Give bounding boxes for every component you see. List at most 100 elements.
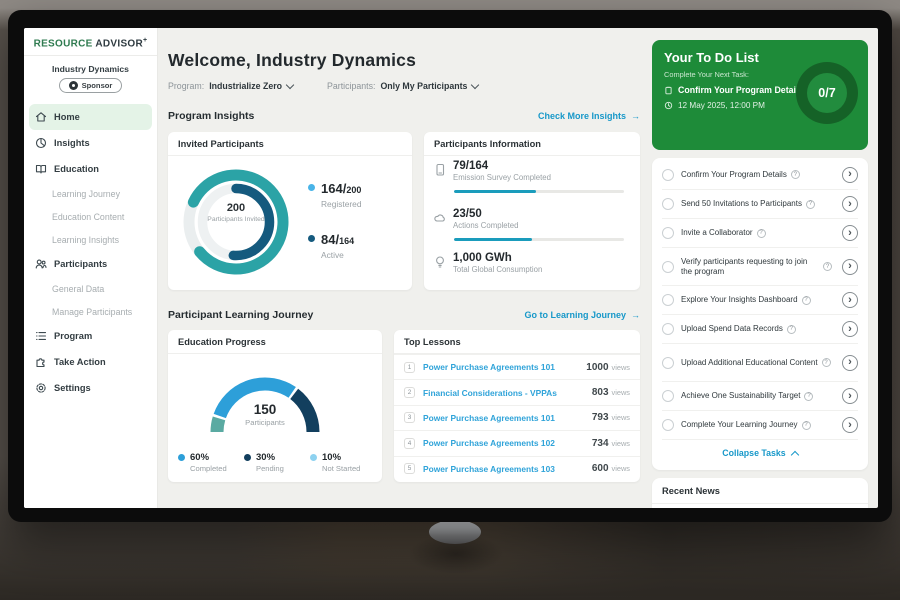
sidebar-item-manage-participants[interactable]: Manage Participants <box>29 300 152 323</box>
check-more-insights-link[interactable]: Check More Insights → <box>538 111 640 121</box>
lesson-row: 4 Power Purchase Agreements 102 734 views <box>394 430 640 455</box>
checkbox-icon[interactable] <box>662 323 674 335</box>
checkbox-icon[interactable] <box>662 227 674 239</box>
chevron-right-icon[interactable]: › <box>842 417 858 433</box>
chevron-right-icon[interactable]: › <box>842 354 858 371</box>
program-filter-label: Program: <box>168 81 205 91</box>
chevron-right-icon[interactable]: › <box>842 321 858 337</box>
sidebar-item-label: Education Content <box>52 211 125 222</box>
todo-list-card: Confirm Your Program Details ? › Send 50… <box>652 158 868 470</box>
legend-item-not-started: 10% Not Started <box>310 452 376 473</box>
lesson-row: 3 Power Purchase Agreements 101 793 views <box>394 404 640 430</box>
go-to-learning-journey-link[interactable]: Go to Learning Journey → <box>524 310 640 320</box>
home-icon <box>35 111 47 123</box>
sponsor-badge: Sponsor <box>58 78 123 93</box>
card-title: Invited Participants <box>168 132 412 156</box>
todo-due-date: 12 May 2025, 12:00 PM <box>678 101 765 110</box>
monitor-stand <box>429 520 481 544</box>
clipboard-icon <box>665 86 672 94</box>
sidebar-item-insights[interactable]: Insights <box>29 130 152 156</box>
todo-item[interactable]: Explore Your Insights Dashboard ? › <box>662 285 858 314</box>
recent-news-heading: Recent News <box>662 486 720 496</box>
chevron-right-icon[interactable]: › <box>842 225 858 241</box>
lesson-views-suffix: views <box>611 438 630 448</box>
pie-chart-icon <box>35 137 47 149</box>
app-logo: RESOURCE ADVISOR+ <box>24 37 157 49</box>
help-icon[interactable]: ? <box>823 262 832 271</box>
program-filter-dropdown[interactable]: Program: Industrialize Zero <box>168 80 295 91</box>
chevron-up-icon <box>790 450 799 459</box>
puzzle-icon <box>35 356 47 368</box>
checkbox-icon[interactable] <box>662 294 674 306</box>
lesson-views-suffix: views <box>611 413 630 423</box>
stat-value: 79/164 <box>453 160 489 172</box>
todo-item[interactable]: Complete Your Learning Journey ? › <box>662 410 858 439</box>
todo-item[interactable]: Achieve One Sustainability Target ? › <box>662 381 858 410</box>
help-icon[interactable]: ? <box>756 228 766 238</box>
card-title: Participants Information <box>424 132 640 156</box>
help-icon[interactable]: ? <box>821 358 831 367</box>
todo-item[interactable]: Send 50 Invitations to Participants ? › <box>662 189 858 218</box>
page-title: Welcome, Industry Dynamics <box>168 50 417 70</box>
chevron-right-icon[interactable]: › <box>842 166 858 183</box>
invited-participants-card: Invited Participants 200 Participants In… <box>168 132 412 290</box>
lesson-title-link[interactable]: Power Purchase Agreements 101 <box>423 412 555 423</box>
help-icon[interactable]: ? <box>786 324 796 334</box>
sidebar-item-program[interactable]: Program <box>29 323 152 349</box>
sidebar-item-education-content[interactable]: Education Content <box>29 205 152 228</box>
participants-filter-dropdown[interactable]: Participants: Only My Participants <box>327 80 480 91</box>
sidebar-item-general-data[interactable]: General Data <box>29 277 152 300</box>
stat-actions-completed: 23/50 Actions Completed <box>434 208 518 230</box>
help-icon[interactable]: ? <box>805 199 815 209</box>
sidebar-item-learning-journey[interactable]: Learning Journey <box>29 182 152 205</box>
sidebar-item-label: Manage Participants <box>52 306 133 317</box>
help-icon[interactable]: ? <box>790 170 800 179</box>
divider <box>652 503 868 504</box>
sidebar-item-label: Learning Insights <box>52 234 119 245</box>
lesson-title-link[interactable]: Power Purchase Agreements 103 <box>423 463 555 474</box>
sidebar-item-take-action[interactable]: Take Action <box>29 349 152 375</box>
lesson-title-link[interactable]: Power Purchase Agreements 102 <box>423 438 555 449</box>
todo-item[interactable]: Upload Spend Data Records ? › <box>662 314 858 343</box>
lesson-views-count: 734 <box>591 437 609 449</box>
chevron-down-icon <box>471 80 480 89</box>
stat-emission-survey: 79/164 Emission Survey Completed <box>434 160 551 182</box>
checkbox-icon[interactable] <box>662 390 674 402</box>
checkbox-icon[interactable] <box>662 168 674 181</box>
todo-panel: Your To Do List Complete Your Next Task:… <box>652 28 868 508</box>
participants-filter-label: Participants: <box>327 81 376 91</box>
education-progress-card: Education Progress 150 Participants 60% … <box>168 330 382 482</box>
sidebar-item-label: General Data <box>52 283 105 294</box>
sidebar-item-learning-insights[interactable]: Learning Insights <box>29 228 152 251</box>
help-icon[interactable]: ? <box>801 420 811 430</box>
chevron-right-icon[interactable]: › <box>842 196 858 212</box>
sidebar-item-settings[interactable]: Settings <box>29 375 152 401</box>
program-filter-value: Industrialize Zero <box>209 81 283 91</box>
checkbox-icon[interactable] <box>662 356 674 369</box>
todo-item[interactable]: Verify participants requesting to join t… <box>662 247 858 285</box>
checkbox-icon[interactable] <box>662 198 674 210</box>
help-icon[interactable]: ? <box>801 295 811 305</box>
help-icon[interactable]: ? <box>804 391 814 401</box>
lesson-row: 1 Power Purchase Agreements 101 1000 view… <box>394 354 640 379</box>
lesson-title-link[interactable]: Financial Considerations - VPPAs <box>423 387 557 398</box>
todo-item[interactable]: Invite a Collaborator ? › <box>662 218 858 247</box>
sidebar-item-education[interactable]: Education <box>29 156 152 182</box>
chevron-right-icon[interactable]: › <box>842 292 858 308</box>
legend-item-completed: 60% Completed <box>178 452 244 473</box>
list-icon <box>35 330 47 342</box>
chevron-right-icon[interactable]: › <box>842 388 858 404</box>
todo-item[interactable]: Confirm Your Program Details ? › <box>662 160 858 189</box>
todo-item[interactable]: Upload Additional Educational Content ? … <box>662 343 858 381</box>
todo-progress-value: 0/7 <box>807 73 847 113</box>
legend-percent: 60% <box>190 452 210 463</box>
todo-next-task: Confirm Your Program Details <box>678 85 804 95</box>
sidebar-item-home[interactable]: Home <box>29 104 152 130</box>
checkbox-icon[interactable] <box>662 260 674 273</box>
checkbox-icon[interactable] <box>662 419 674 431</box>
chevron-right-icon[interactable]: › <box>842 258 858 275</box>
todo-item-label: Upload Additional Educational Content <box>681 357 818 367</box>
lesson-title-link[interactable]: Power Purchase Agreements 101 <box>423 362 555 373</box>
sidebar-item-participants[interactable]: Participants <box>29 251 152 277</box>
collapse-tasks-button[interactable]: Collapse Tasks <box>662 439 858 466</box>
